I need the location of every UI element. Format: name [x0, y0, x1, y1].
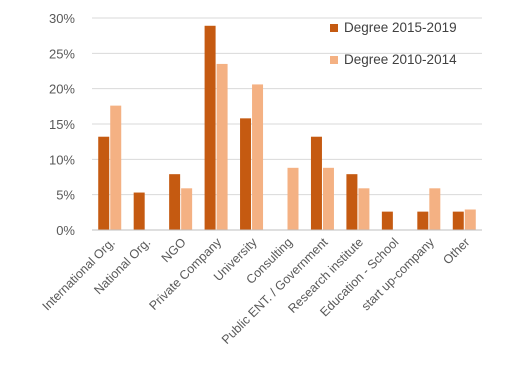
y-axis-tick-labels: 0% 5% 10% 15% 20% 25% 30%: [49, 11, 75, 238]
bar-series-1: [346, 174, 358, 230]
y-tick-label: 10%: [49, 152, 75, 167]
bar-series-2: [322, 167, 334, 230]
bars: [98, 25, 476, 231]
legend-swatch: [330, 24, 338, 32]
x-category-label: Other: [440, 235, 472, 267]
bar-series-2: [216, 63, 228, 230]
bar-series-1: [381, 211, 393, 230]
y-tick-label: 5%: [56, 188, 75, 203]
bar-series-2: [358, 188, 370, 230]
y-tick-label: 30%: [49, 11, 75, 26]
y-tick-label: 20%: [49, 82, 75, 97]
x-category-label: NGO: [159, 235, 189, 265]
bar-series-2: [252, 84, 264, 230]
bar-series-1: [310, 136, 322, 230]
bar-series-2: [429, 188, 441, 230]
legend: Degree 2015-2019 Degree 2010-2014: [330, 20, 457, 67]
bar-series-1: [169, 174, 181, 230]
bar-series-1: [98, 136, 110, 230]
bar-series-2: [110, 105, 122, 230]
bar-series-1: [204, 25, 216, 231]
gridlines: [92, 17, 482, 196]
y-tick-label: 0%: [56, 223, 75, 238]
legend-label: Degree 2015-2019: [344, 20, 457, 35]
bar-series-2: [181, 188, 193, 230]
bar-series-1: [452, 211, 464, 230]
x-axis-category-labels: International Org.National Org. NGOPrivat…: [40, 235, 473, 347]
legend-label: Degree 2010-2014: [344, 52, 457, 67]
y-tick-label: 15%: [49, 117, 75, 132]
bar-series-1: [133, 192, 145, 230]
bar-series-1: [417, 211, 429, 230]
bar-series-2: [287, 167, 299, 230]
bar-series-1: [240, 118, 252, 230]
bar-series-2: [464, 209, 476, 230]
y-tick-label: 25%: [49, 46, 75, 61]
legend-swatch: [330, 56, 338, 64]
